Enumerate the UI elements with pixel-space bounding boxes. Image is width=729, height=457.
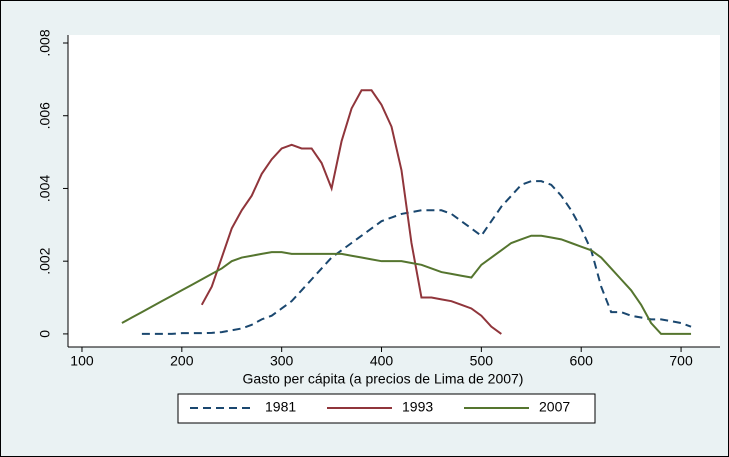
- y-tick-label: .004: [37, 175, 53, 202]
- x-tick-label: 200: [170, 353, 194, 369]
- x-tick-label: 300: [270, 353, 294, 369]
- legend-label: 1993: [402, 399, 433, 415]
- series-line: [200, 89, 502, 335]
- legend-label: 1981: [265, 399, 296, 415]
- x-tick-label: 400: [370, 353, 394, 369]
- x-tick-label: 100: [70, 353, 94, 369]
- x-tick-label: 700: [669, 353, 693, 369]
- series-line: [121, 234, 692, 335]
- x-tick-label: 500: [470, 353, 494, 369]
- plot-area: [68, 35, 720, 347]
- x-axis-label: Gasto per cápita (a precios de Lima de 2…: [243, 371, 524, 387]
- series-line: [141, 180, 692, 335]
- y-tick-label: .008: [37, 29, 53, 56]
- legend-label: 2007: [539, 399, 570, 415]
- y-tick-label: 0: [37, 330, 53, 338]
- y-tick-label: .002: [37, 247, 53, 274]
- y-tick-label: .006: [37, 102, 53, 129]
- x-tick-label: 600: [570, 353, 594, 369]
